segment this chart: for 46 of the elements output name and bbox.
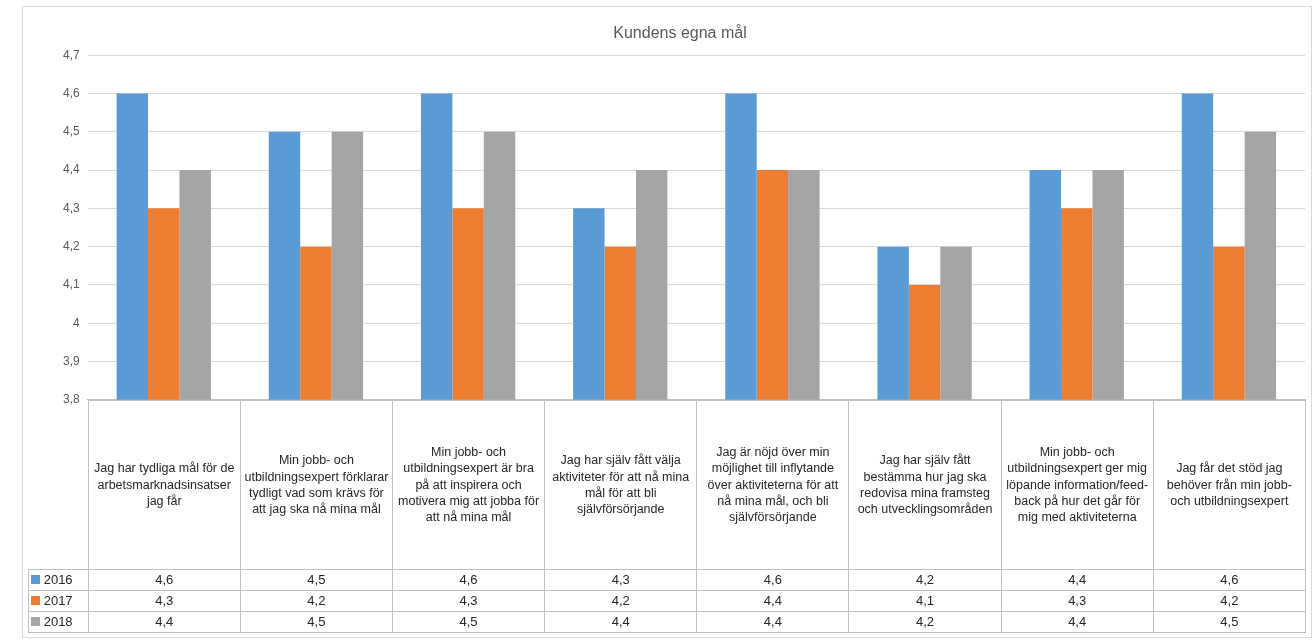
y-tick-label: 4,6 — [62, 85, 80, 100]
x-tick-label: Min jobb- och utbildningsexpert förklarar tydligt vad som krävs för att jag ska nå mina mål — [240, 400, 393, 570]
legend-label: 2016 — [28, 569, 89, 591]
chart-title: Kundens egna mål — [613, 24, 747, 42]
data-label: 4,4 — [1001, 611, 1154, 633]
y-tick-label: 4 — [72, 315, 80, 330]
y-tick-label: 3,9 — [62, 353, 80, 368]
data-label: 4,6 — [88, 569, 241, 591]
x-tick-label: Min jobb- och utbildningsexpert ger mig löpande information/feed-back på hur det går för mig med aktiviteterna — [1001, 400, 1154, 570]
x-tick-label: Jag är nöjd över min möjlighet till inflytande över aktiviteterna för att nå mina mål, och bli självförsörjande — [696, 400, 849, 570]
data-label: 4,2 — [1153, 590, 1306, 612]
data-label: 4,6 — [392, 569, 545, 591]
legend-label: 2017 — [28, 590, 89, 612]
x-tick-label: Jag får det stöd jag behöver från min jobb- och utbildningsexpert — [1153, 400, 1306, 570]
data-label: 4,5 — [240, 611, 393, 633]
x-tick-label: Jag har själv fått välja aktiviteter för att nå mina mål för att bli självförsörjande — [544, 400, 697, 570]
data-label: 4,1 — [848, 590, 1002, 612]
x-tick-label: Jag har själv fått bestämma hur jag ska redovisa mina framsteg och utvecklingsområden — [848, 400, 1002, 570]
data-label: 4,3 — [88, 590, 241, 612]
y-tick-label: 4,3 — [62, 200, 80, 215]
data-label: 4,3 — [544, 569, 697, 591]
y-tick-label: 4,1 — [62, 277, 80, 292]
data-label: 4,3 — [1001, 590, 1154, 612]
legend-label: 2018 — [28, 611, 89, 633]
data-label: 4,2 — [848, 611, 1002, 633]
data-label: 4,6 — [696, 569, 849, 591]
data-label: 4,4 — [696, 611, 849, 633]
data-label: 4,2 — [544, 590, 697, 612]
y-tick-label: 4,5 — [62, 124, 80, 139]
data-label: 4,3 — [392, 590, 545, 612]
data-label: 4,5 — [392, 611, 545, 633]
data-label: 4,4 — [88, 611, 241, 633]
data-label: 4,4 — [1001, 569, 1154, 591]
data-label: 4,4 — [696, 590, 849, 612]
y-tick-label: 3,8 — [62, 392, 80, 407]
data-label: 4,5 — [240, 569, 393, 591]
data-label: 4,2 — [848, 569, 1002, 591]
y-tick-label: 4,7 — [62, 47, 80, 62]
x-tick-label: Min jobb- och utbildningsexpert är bra på att inspirera och motivera mig att jobba för att nå mina mål — [392, 400, 545, 570]
data-label: 4,5 — [1153, 611, 1306, 633]
data-label: 4,2 — [240, 590, 393, 612]
x-tick-label: Jag har tydliga mål för de arbetsmarknadsinsatser jag får — [88, 400, 241, 570]
data-label: 4,6 — [1153, 569, 1306, 591]
y-tick-label: 4,2 — [62, 238, 80, 253]
data-label: 4,4 — [544, 611, 697, 633]
y-tick-label: 4,4 — [62, 162, 80, 177]
